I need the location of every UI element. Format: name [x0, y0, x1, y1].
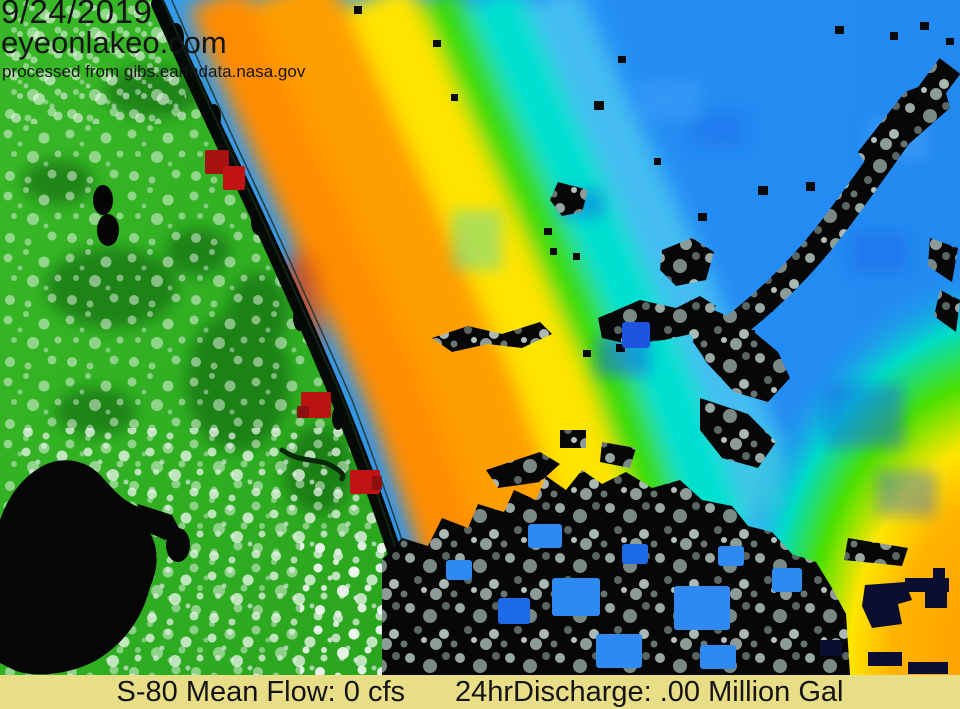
inland-pond — [93, 185, 113, 215]
flow-status-text: S-80 Mean Flow: 0 cfs — [116, 675, 406, 708]
station-markers — [205, 150, 382, 494]
inland-pond — [97, 214, 119, 246]
small-lake — [166, 528, 190, 562]
cloud-specks — [354, 6, 954, 357]
status-bar: S-80 Mean Flow: 0 cfs 24hrDischarge: .00… — [0, 675, 960, 709]
discharge-status-text: 24hrDischarge: .00 Million Gal — [455, 675, 844, 708]
deep-water-patches — [820, 568, 949, 674]
lake-okeechobee — [0, 460, 190, 675]
cloud-mask — [354, 6, 960, 675]
cloud-mass-bottom — [382, 470, 850, 675]
cloud-hole-water — [446, 322, 802, 669]
date-label: 9/24/2019 — [1, 0, 153, 30]
cloud-patch — [700, 398, 776, 468]
site-watermark: eyeonlakeo.com — [1, 25, 227, 60]
cloud-patch — [432, 322, 552, 352]
attribution-label: processed from gibs.earthdata.nasa.gov — [2, 62, 306, 81]
cloud-patch — [688, 300, 790, 402]
discharge-station-marker — [223, 166, 245, 190]
cloud-patch — [660, 238, 714, 286]
cloud-patch — [550, 182, 588, 216]
river-channel — [279, 447, 346, 482]
satellite-map-image — [0, 0, 960, 675]
